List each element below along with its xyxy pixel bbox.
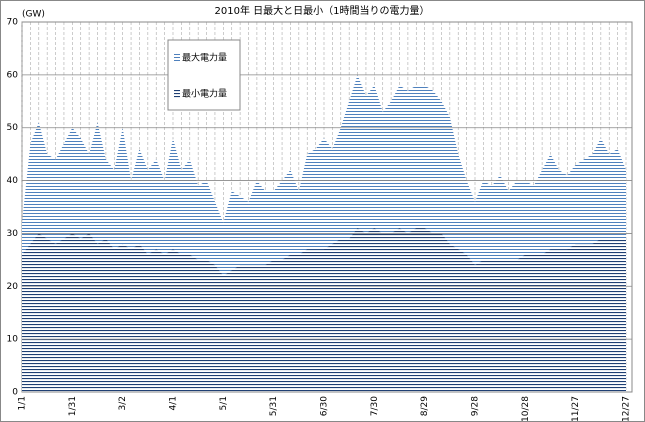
y-tick-label: 50 bbox=[7, 123, 19, 133]
x-tick-label: 4/1 bbox=[169, 396, 179, 410]
y-tick-label: 60 bbox=[7, 70, 19, 80]
y-axis-label: (GW) bbox=[22, 10, 45, 20]
x-tick-label: 6/30 bbox=[320, 396, 330, 416]
legend-swatch bbox=[174, 54, 180, 62]
area-1 bbox=[22, 228, 626, 392]
x-tick-label: 9/28 bbox=[471, 396, 481, 416]
y-tick-label: 0 bbox=[12, 388, 18, 398]
y-tick-label: 30 bbox=[7, 229, 19, 239]
x-tick-label: 5/1 bbox=[219, 396, 229, 410]
y-tick-label: 10 bbox=[7, 335, 19, 345]
x-tick-label: 3/2 bbox=[118, 396, 128, 410]
x-tick-label: 8/29 bbox=[420, 396, 430, 416]
legend-label: 最小電力量 bbox=[182, 88, 227, 100]
x-tick-label: 5/31 bbox=[269, 396, 279, 416]
legend-box bbox=[167, 39, 241, 111]
x-tick-label: 11/27 bbox=[571, 396, 581, 422]
y-tick-label: 20 bbox=[7, 282, 19, 292]
legend-label: 最大電力量 bbox=[182, 52, 227, 64]
chart-title: 2010年 日最大と日最小（1時間当りの電力量） bbox=[215, 4, 430, 17]
x-tick-label: 7/30 bbox=[370, 396, 380, 416]
y-tick-label: 70 bbox=[7, 18, 19, 28]
x-tick-label: 1/1 bbox=[18, 396, 28, 410]
x-tick-label: 1/31 bbox=[68, 396, 78, 416]
x-tick-label: 10/28 bbox=[521, 396, 531, 422]
legend-swatch bbox=[174, 90, 180, 98]
x-tick-label: 12/27 bbox=[622, 396, 632, 422]
y-tick-label: 40 bbox=[7, 176, 19, 186]
